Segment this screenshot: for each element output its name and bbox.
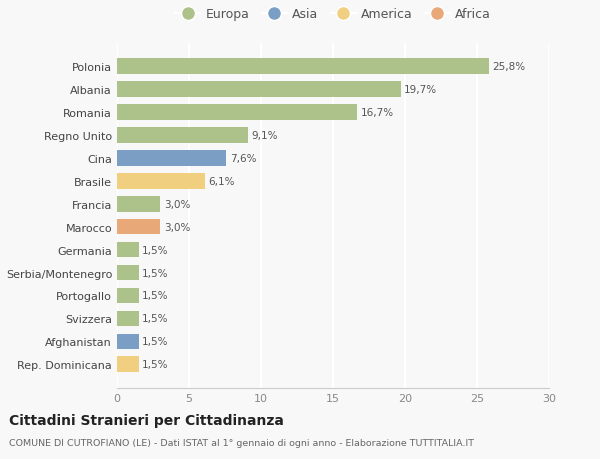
Text: 1,5%: 1,5% [142, 268, 169, 278]
Bar [117, 219, 160, 235]
Text: 1,5%: 1,5% [142, 359, 169, 369]
Bar [117, 311, 139, 326]
Bar [117, 105, 358, 121]
Bar [117, 151, 226, 166]
Bar [117, 196, 160, 212]
Bar [117, 128, 248, 144]
Text: 25,8%: 25,8% [492, 62, 525, 72]
Legend: Europa, Asia, America, Africa: Europa, Asia, America, Africa [173, 6, 493, 23]
Bar [117, 334, 139, 349]
Text: 3,0%: 3,0% [164, 199, 190, 209]
Text: 1,5%: 1,5% [142, 313, 169, 324]
Text: 7,6%: 7,6% [230, 154, 257, 163]
Text: 1,5%: 1,5% [142, 291, 169, 301]
Text: 16,7%: 16,7% [361, 108, 394, 118]
Text: COMUNE DI CUTROFIANO (LE) - Dati ISTAT al 1° gennaio di ogni anno - Elaborazione: COMUNE DI CUTROFIANO (LE) - Dati ISTAT a… [9, 438, 474, 448]
Text: 1,5%: 1,5% [142, 245, 169, 255]
Bar [117, 174, 205, 189]
Text: 3,0%: 3,0% [164, 222, 190, 232]
Bar [117, 242, 139, 258]
Text: 9,1%: 9,1% [251, 131, 278, 140]
Text: 6,1%: 6,1% [208, 176, 235, 186]
Text: 1,5%: 1,5% [142, 336, 169, 347]
Bar [117, 288, 139, 303]
Bar [117, 82, 401, 98]
Text: Cittadini Stranieri per Cittadinanza: Cittadini Stranieri per Cittadinanza [9, 413, 284, 427]
Bar [117, 357, 139, 372]
Text: 19,7%: 19,7% [404, 85, 437, 95]
Bar [117, 59, 488, 75]
Bar [117, 265, 139, 281]
